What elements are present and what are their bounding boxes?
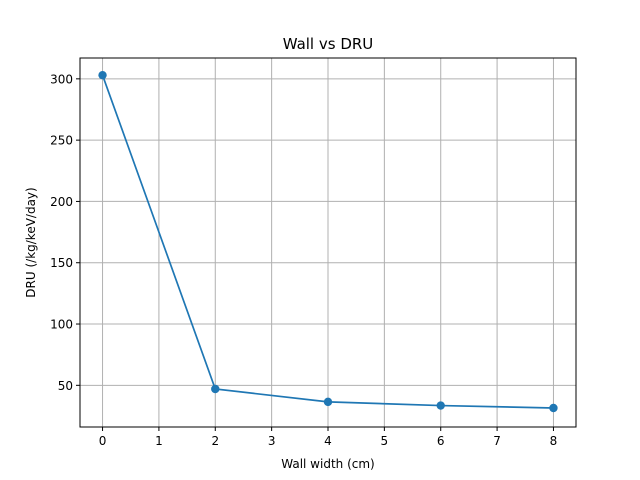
x-tick-label: 5 — [381, 434, 389, 448]
y-tick-label: 300 — [50, 72, 73, 86]
plot-frame — [79, 57, 577, 428]
x-tick-label: 6 — [437, 434, 445, 448]
y-tick-label: 250 — [50, 134, 73, 148]
data-point — [323, 397, 333, 407]
y-tick-label: 50 — [58, 379, 73, 393]
x-axis-label: Wall width (cm) — [281, 457, 374, 471]
x-tick-label: 1 — [155, 434, 163, 448]
x-tick-label: 0 — [99, 434, 107, 448]
chart-title: Wall vs DRU — [283, 35, 374, 53]
x-tick-label: 8 — [550, 434, 558, 448]
grid — [80, 58, 576, 427]
y-tick-label: 150 — [50, 256, 73, 270]
y-tick-label: 100 — [50, 318, 73, 332]
series — [98, 70, 558, 413]
x-tick-label: 2 — [211, 434, 219, 448]
ticks: 0 1 2 3 4 5 6 7 8 50 100 150 200 250 300 — [50, 72, 557, 448]
x-tick-label: 7 — [493, 434, 501, 448]
data-point — [436, 401, 445, 410]
x-tick-label: 4 — [324, 434, 332, 448]
y-axis-label: DRU (/kg/keV/day) — [24, 187, 38, 297]
data-point — [98, 70, 107, 80]
y-tick-label: 200 — [50, 195, 73, 209]
data-point — [211, 384, 220, 394]
data-point — [549, 403, 558, 413]
x-tick-label: 3 — [268, 434, 276, 448]
